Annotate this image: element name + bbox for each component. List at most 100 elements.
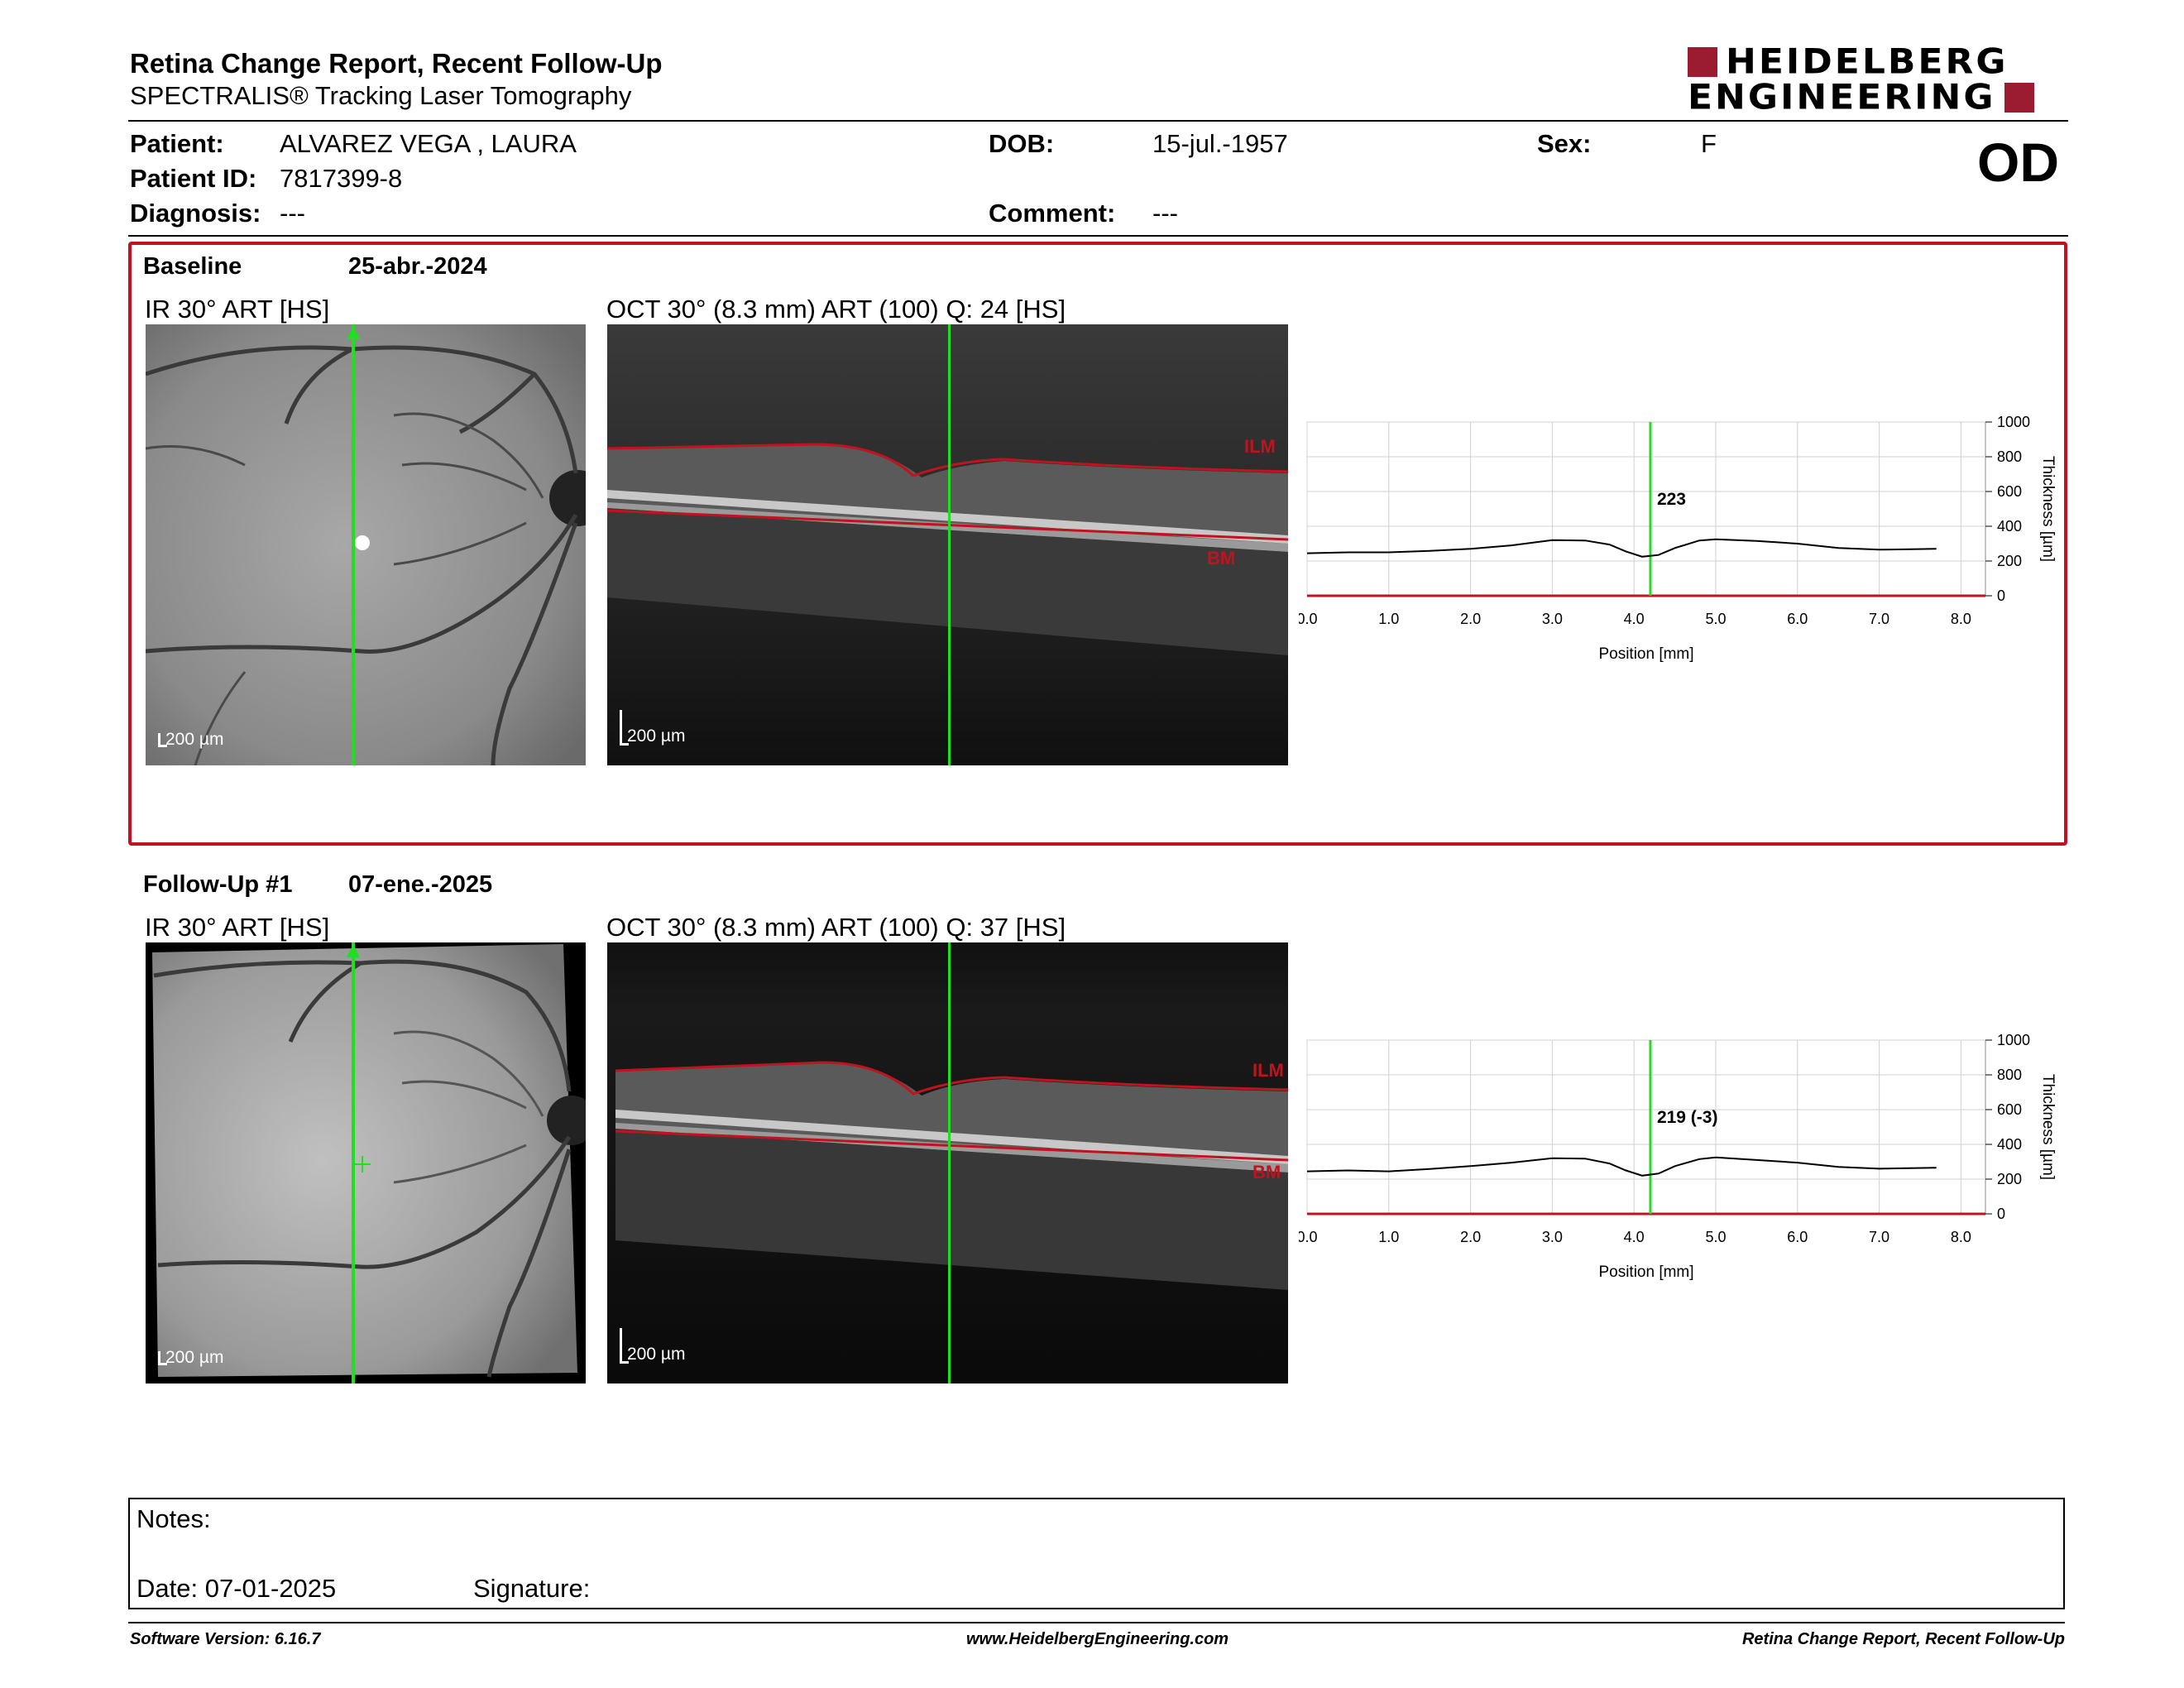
sex-value: F bbox=[1701, 129, 1717, 158]
chart-thickness-series bbox=[1306, 538, 1937, 558]
baseline-oct-title: OCT 30° (8.3 mm) ART (100) Q: 24 [HS] bbox=[606, 295, 1066, 324]
chart-y-tick: 600 bbox=[1997, 1101, 2022, 1118]
chart-x-tick: 1.0 bbox=[1378, 1229, 1399, 1245]
followup-label: Follow-Up #1 bbox=[143, 871, 293, 898]
chart-y-tick: 400 bbox=[1997, 1136, 2022, 1153]
chart-y-tick: 400 bbox=[1997, 518, 2022, 535]
baseline-bm-label: BM bbox=[1207, 548, 1235, 568]
followup-oct-image[interactable]: ILM BM 200 µm bbox=[607, 942, 1288, 1383]
chart-x-tick: 4.0 bbox=[1624, 611, 1645, 627]
baseline-ir-scale-bar bbox=[158, 733, 167, 747]
followup-ilm-label: ILM bbox=[1252, 1060, 1284, 1081]
chart-x-tick: 8.0 bbox=[1951, 611, 1971, 627]
footer-report-name: Retina Change Report, Recent Follow-Up bbox=[1741, 1630, 2065, 1648]
patient-divider bbox=[128, 235, 2068, 237]
chart-y-tick: 1000 bbox=[1997, 1032, 2030, 1048]
chart-x-tick: 3.0 bbox=[1542, 1229, 1563, 1245]
notes-label: Notes: bbox=[136, 1504, 211, 1533]
logo-line-1: HEIDELBERG bbox=[1688, 41, 2070, 82]
chart-y-tick: 800 bbox=[1997, 1067, 2022, 1083]
followup-ir-scale-label: 200 µm bbox=[165, 1348, 224, 1367]
followup-oct-scale-bar bbox=[620, 1328, 629, 1364]
baseline-thickness-chart: 0.0 1.0 2.0 3.0 4.0 5.0 6.0 7.0 8.0 0 200 400 600 800… bbox=[1299, 414, 2057, 663]
chart-y-tick: 0 bbox=[1997, 587, 2005, 604]
chart-x-axis-label: Position [mm] bbox=[1598, 645, 1693, 663]
baseline-oct-image[interactable]: ILM BM 200 µm bbox=[607, 324, 1288, 765]
baseline-ir-title: IR 30° ART [HS] bbox=[145, 295, 330, 324]
logo-square-icon bbox=[1688, 47, 1717, 77]
baseline-label: Baseline bbox=[143, 253, 242, 280]
followup-oct-scale-label: 200 µm bbox=[627, 1345, 686, 1364]
header-divider bbox=[128, 120, 2068, 122]
followup-date: 07-ene.-2025 bbox=[348, 871, 493, 898]
chart-x-tick: 4.0 bbox=[1624, 1229, 1645, 1245]
chart-x-tick: 2.0 bbox=[1460, 1229, 1481, 1245]
baseline-oct-scale-label: 200 µm bbox=[627, 727, 686, 746]
followup-ir-title: IR 30° ART [HS] bbox=[145, 913, 330, 942]
chart-x-tick: 6.0 bbox=[1787, 1229, 1808, 1245]
baseline-oct-svg: ILM BM bbox=[607, 324, 1288, 765]
chart-x-tick: 5.0 bbox=[1705, 1229, 1726, 1245]
chart-y-tick: 200 bbox=[1997, 1171, 2022, 1187]
baseline-fundus-svg bbox=[146, 324, 586, 765]
chart-y-tick: 200 bbox=[1997, 553, 2022, 569]
chart-thickness-series bbox=[1306, 1156, 1937, 1177]
chart-y-tick: 1000 bbox=[1997, 414, 2030, 430]
logo-line-2: ENGINEERING bbox=[1688, 77, 2070, 117]
patient-label: Patient: bbox=[130, 129, 224, 158]
baseline-date: 25-abr.-2024 bbox=[348, 253, 487, 280]
chart-x-tick: 0.0 bbox=[1299, 611, 1318, 627]
chart-x-tick: 7.0 bbox=[1869, 611, 1889, 627]
chart-x-tick: 2.0 bbox=[1460, 611, 1481, 627]
followup-bm-label: BM bbox=[1252, 1162, 1281, 1182]
diagnosis-label: Diagnosis: bbox=[130, 199, 261, 228]
comment-label: Comment: bbox=[989, 199, 1116, 228]
notes-box[interactable]: Notes: Date: 07-01-2025 Signature: bbox=[128, 1498, 2065, 1609]
patient-id-value: 7817399-8 bbox=[280, 164, 403, 193]
footer-divider bbox=[128, 1622, 2065, 1623]
chart-plot-area bbox=[1306, 1039, 1986, 1215]
chart-x-tick: 8.0 bbox=[1951, 1229, 1971, 1245]
chart-x-tick: 1.0 bbox=[1378, 611, 1399, 627]
baseline-ir-scale-label: 200 µm bbox=[165, 730, 224, 749]
date-label: Date: 07-01-2025 bbox=[136, 1574, 337, 1603]
report-title: Retina Change Report, Recent Follow-Up bbox=[130, 48, 663, 79]
followup-oct-svg: ILM BM bbox=[607, 942, 1288, 1383]
dob-value: 15-jul.-1957 bbox=[1152, 129, 1288, 158]
sex-label: Sex: bbox=[1537, 129, 1592, 158]
comment-value: --- bbox=[1152, 199, 1178, 228]
logo-text-2: ENGINEERING bbox=[1688, 77, 1996, 117]
logo-text-1: HEIDELBERG bbox=[1726, 41, 2009, 82]
patient-value: ALVAREZ VEGA , LAURA bbox=[280, 129, 577, 158]
diagnosis-value: --- bbox=[280, 199, 305, 228]
chart-x-tick: 7.0 bbox=[1869, 1229, 1889, 1245]
chart-x-axis-label: Position [mm] bbox=[1598, 1264, 1693, 1281]
followup-ir-scale-bar bbox=[158, 1351, 167, 1365]
chart-y-axis-label: Thickness [µm] bbox=[2039, 456, 2057, 562]
baseline-oct-scale-bar bbox=[620, 710, 629, 746]
chart-cursor-value: 223 bbox=[1657, 490, 1686, 509]
logo-square-icon-2 bbox=[2004, 83, 2034, 113]
baseline-ilm-label: ILM bbox=[1244, 436, 1276, 457]
chart-y-tick: 0 bbox=[1997, 1206, 2005, 1222]
chart-cursor-value: 219 (-3) bbox=[1657, 1108, 1718, 1127]
chart-x-tick: 0.0 bbox=[1299, 1229, 1318, 1245]
footer-website-link[interactable]: www.HeidelbergEngineering.com bbox=[966, 1630, 1229, 1648]
patient-id-label: Patient ID: bbox=[130, 164, 257, 193]
dob-label: DOB: bbox=[989, 129, 1055, 158]
followup-oct-title: OCT 30° (8.3 mm) ART (100) Q: 37 [HS] bbox=[606, 913, 1066, 942]
eye-indicator: OD bbox=[1977, 132, 2059, 193]
chart-y-axis-label: Thickness [µm] bbox=[2039, 1074, 2057, 1180]
signature-label: Signature: bbox=[473, 1574, 591, 1603]
followup-thickness-chart: 0.0 1.0 2.0 3.0 4.0 5.0 6.0 7.0 8.0 0 200 400 600 800… bbox=[1299, 1032, 2057, 1281]
chart-plot-area bbox=[1306, 421, 1986, 597]
baseline-section-frame bbox=[128, 242, 2067, 846]
followup-ir-image[interactable]: 200 µm bbox=[146, 942, 586, 1383]
chart-x-tick: 3.0 bbox=[1542, 611, 1563, 627]
chart-y-tick: 800 bbox=[1997, 448, 2022, 465]
baseline-ir-image[interactable]: 200 µm bbox=[146, 324, 586, 765]
footer-software-version: Software Version: 6.16.7 bbox=[130, 1630, 321, 1648]
report-subtitle: SPECTRALIS® Tracking Laser Tomography bbox=[130, 81, 632, 110]
chart-x-tick: 5.0 bbox=[1705, 611, 1726, 627]
chart-y-tick: 600 bbox=[1997, 483, 2022, 500]
